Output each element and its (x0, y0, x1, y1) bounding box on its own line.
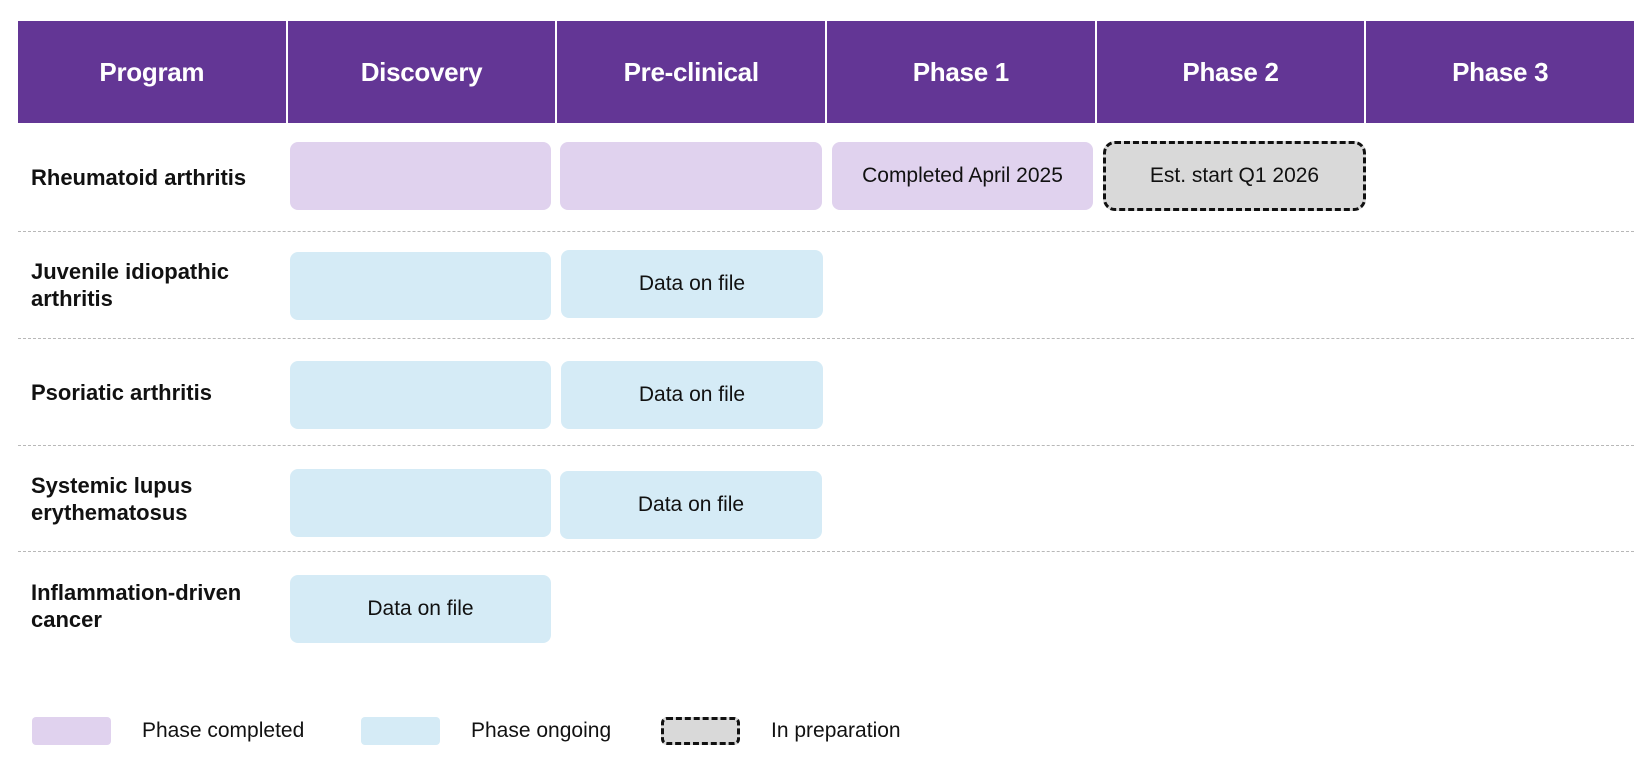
column-header-program: Program (18, 21, 288, 123)
column-header-phase-2: Phase 2 (1096, 21, 1367, 123)
program-row-juvenile-idiopathic-arthritis: Juvenile idiopathic arthritis Data on fi… (18, 232, 1634, 339)
phase-bar-preclinical-ongoing: Data on file (560, 471, 822, 539)
program-name: Inflammation-driven cancer (31, 579, 242, 632)
program-row-inflammation-driven-cancer: Inflammation-driven cancer Data on file (18, 552, 1634, 659)
phase-bar-discovery-ongoing (290, 469, 551, 537)
pipeline-header: Program Discovery Pre-clinical Phase 1 P… (18, 21, 1635, 123)
legend-item-in-preparation: In preparation (661, 714, 901, 748)
program-name: Juvenile idiopathic arthritis (31, 259, 230, 311)
program-name: Psoriatic arthritis (31, 379, 212, 405)
column-header-phase-1: Phase 1 (827, 21, 1097, 123)
phase-bar-preclinical-ongoing: Data on file (561, 361, 823, 429)
program-name: Rheumatoid arthritis (31, 164, 247, 190)
program-row-systemic-lupus-erythematosus: Systemic lupus erythematosus Data on fil… (18, 446, 1634, 552)
program-row-rheumatoid-arthritis: Rheumatoid arthritis Completed April 202… (18, 123, 1634, 232)
legend-label-ongoing: Phase ongoing (471, 719, 612, 742)
phase-bar-discovery-ongoing: Data on file (290, 575, 551, 643)
legend-swatch-ongoing (361, 717, 440, 745)
program-name: Systemic lupus erythematosus (31, 472, 193, 525)
phase-bar-phase-1-completed: Completed April 2025 (832, 142, 1093, 210)
phase-bar-preclinical-completed (560, 142, 822, 210)
phase-bar-discovery-ongoing (290, 361, 551, 429)
phase-bar-discovery-ongoing (290, 252, 551, 320)
legend-label-in-preparation: In preparation (771, 719, 901, 742)
column-header-phase-3: Phase 3 (1366, 21, 1635, 123)
column-header-preclinical: Pre-clinical (557, 21, 828, 123)
legend-swatch-completed (32, 717, 111, 745)
legend-item-ongoing: Phase ongoing (361, 714, 611, 748)
legend-item-completed: Phase completed (32, 714, 304, 748)
legend-swatch-in-preparation (661, 717, 740, 745)
column-header-discovery: Discovery (287, 21, 558, 123)
phase-bar-phase-2-in-preparation: Est. start Q1 2026 (1103, 141, 1366, 211)
phase-bar-discovery-completed (290, 142, 551, 210)
phase-bar-preclinical-ongoing: Data on file (561, 250, 823, 318)
program-row-psoriatic-arthritis: Psoriatic arthritis Data on file (18, 339, 1634, 446)
legend-label-completed: Phase completed (142, 719, 305, 742)
